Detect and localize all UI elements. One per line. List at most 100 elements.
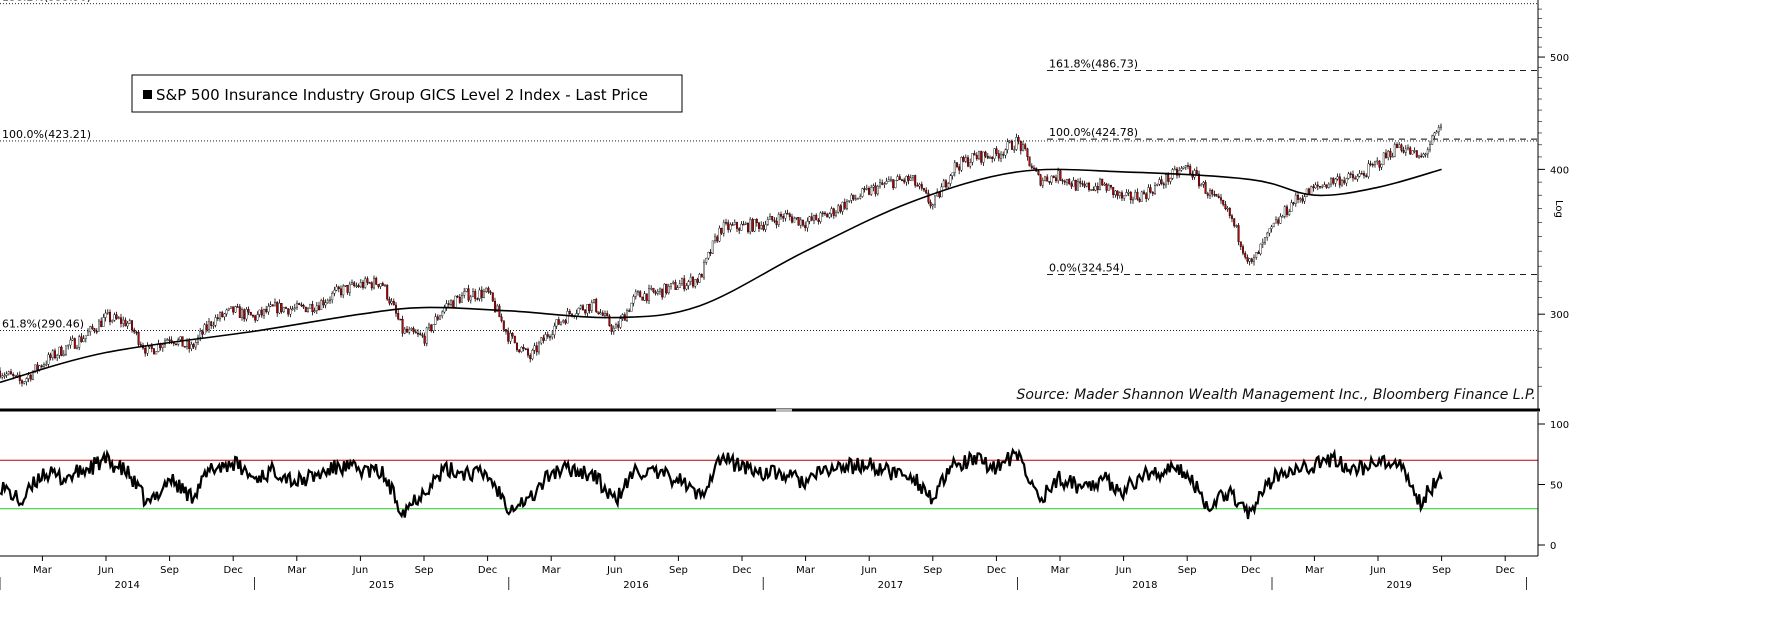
price-candle [1391,156,1394,158]
price-candle [1151,191,1154,194]
price-candle [133,329,136,333]
price-candle [634,291,637,297]
price-candle [18,374,21,381]
price-candle [229,306,232,309]
price-candle [678,283,681,288]
price-candle [93,328,96,332]
price-candle [828,213,831,218]
price-candle [522,347,525,349]
price-candle [650,287,653,290]
price-candle [1116,190,1119,196]
price-candle [995,148,998,154]
price-candle [689,276,692,282]
price-candle [918,184,921,187]
price-candle [555,319,558,327]
price-candle [848,200,851,202]
price-candle [441,311,444,317]
price-candle [410,328,413,330]
x-tick-label: Mar [1051,565,1071,576]
price-candle [113,314,116,321]
panel-resize-handle[interactable] [776,409,792,412]
price-candle [1065,179,1068,183]
price-candle [276,301,279,314]
price-candle [606,313,609,317]
price-candle [639,291,642,298]
price-candle [1426,149,1429,155]
x-tick-label: Mar [1305,565,1325,576]
price-candle [799,219,802,226]
price-candle [1213,194,1216,196]
price-candle [47,354,50,365]
price-candle [1230,215,1233,219]
price-candle [1204,182,1207,194]
price-candle [1431,135,1434,145]
price-candle [967,157,970,167]
price-candle [1332,178,1335,184]
price-candle [617,324,620,328]
price-candle [947,183,950,188]
price-candle [1321,186,1324,188]
price-candle [1107,184,1110,191]
price-candle [258,309,261,315]
price-candle [630,302,633,312]
price-candle [43,364,46,367]
price-candle [315,305,318,311]
price-candle [934,195,937,205]
price-candle [784,212,787,219]
price-candle [982,151,985,163]
price-candle [194,342,197,348]
price-candle [883,183,886,185]
price-candle [458,296,461,303]
price-candle [289,308,292,315]
price-candle [1360,173,1363,175]
price-candle [509,332,512,342]
price-candle [21,380,24,384]
price-candle [500,316,503,321]
price-candle [1384,152,1387,158]
price-candle [144,347,147,354]
price-candle [282,307,285,312]
price-candle [1076,181,1079,191]
price-candle [1290,202,1293,212]
price-candle [399,318,402,321]
price-candle [263,308,266,316]
price-candle [852,194,855,200]
price-candle [1219,197,1222,201]
price-candle [126,323,129,327]
rsi-panel: 100 50 0 [0,412,1569,556]
price-candle [414,331,417,334]
price-candle [80,336,83,342]
price-candle [960,157,963,171]
price-candle [104,312,107,318]
price-candle [593,298,596,303]
price-candle [1129,191,1132,201]
price-candle [826,213,829,218]
price-candle [223,313,226,318]
price-candle [973,153,976,156]
price-candle [423,335,426,344]
price-candle [819,212,822,222]
price-candle [25,378,28,382]
price-candle [1371,164,1374,166]
rsi-y-axis: 100 50 0 [1537,412,1569,556]
x-tick-label: Jun [1369,565,1386,576]
price-candle [1147,187,1150,199]
price-candle [1092,189,1095,191]
price-candle [1087,182,1090,190]
price-candle [1244,253,1247,258]
price-candle [483,291,486,298]
price-candle [1070,183,1073,187]
price-candle [1054,177,1057,181]
price-candle [747,222,750,233]
price-candle [711,240,714,254]
price-candle [128,320,131,324]
price-candle [920,184,923,189]
price-candle [1263,237,1266,243]
price-candle [280,302,283,312]
price-candle [491,292,494,302]
price-candle [703,262,706,278]
price-candle [830,208,833,215]
price-candle [951,172,954,176]
price-candle [1248,258,1251,262]
price-candle [1406,147,1409,150]
